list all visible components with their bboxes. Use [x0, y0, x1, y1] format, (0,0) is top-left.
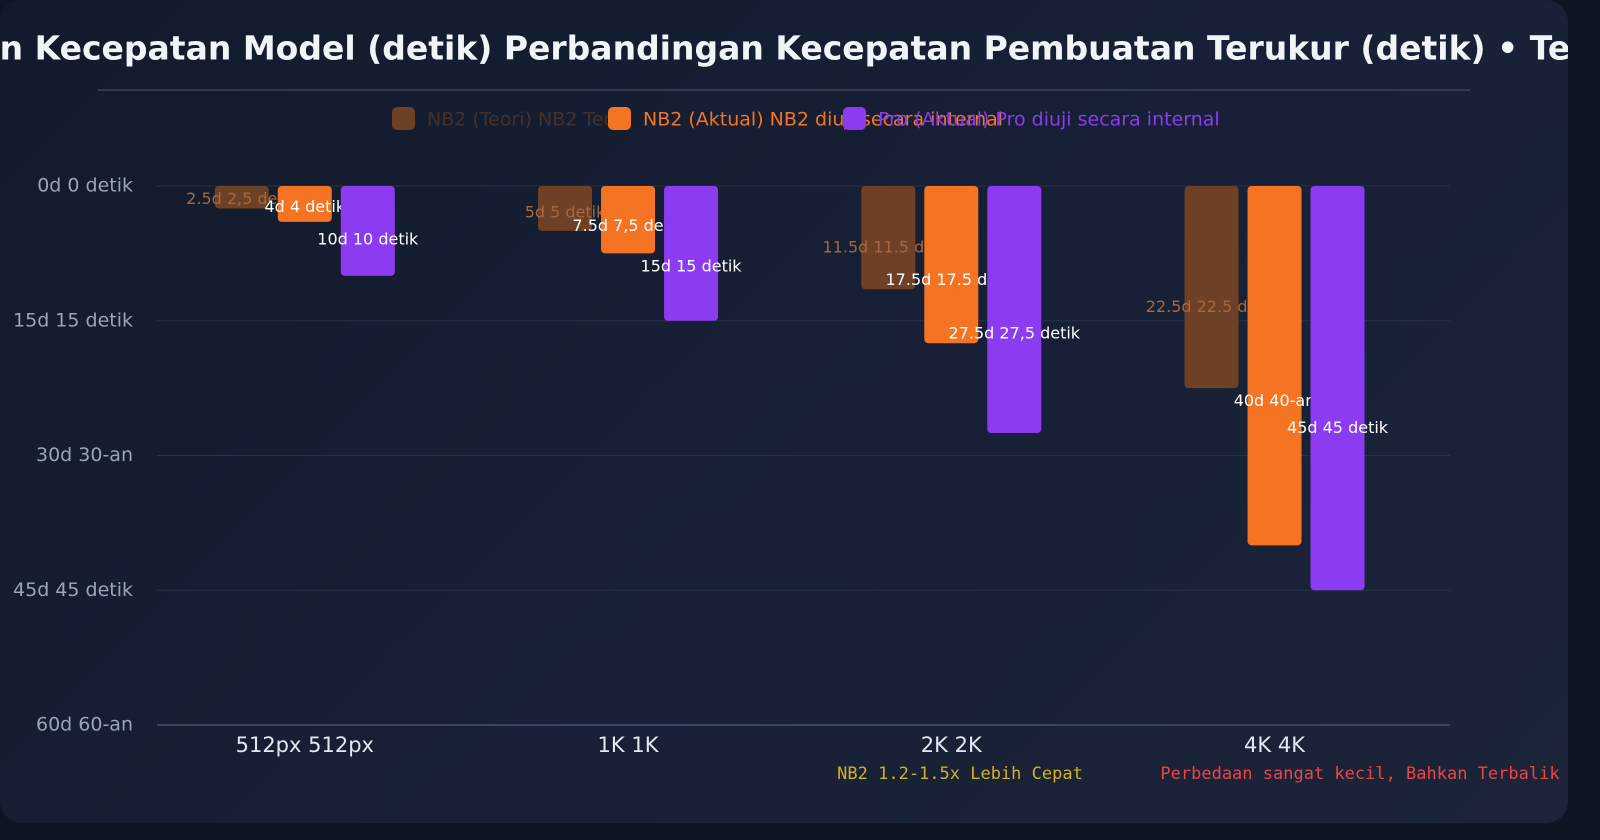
- value-label: 5d 5 detik: [525, 202, 606, 221]
- y-tick-label: 0d 0 detik: [37, 175, 133, 197]
- bar: [1184, 186, 1239, 389]
- x-tick-label: 4K 4K: [1244, 733, 1306, 757]
- value-label: 17.5d 17.5 detik: [886, 270, 1018, 289]
- note: Perbedaan sangat kecil, Bahkan Terbalik: [1160, 764, 1559, 784]
- bar: [1310, 186, 1365, 591]
- value-label: 40d 40-an: [1234, 391, 1316, 410]
- y-tick-label: 15d 15 detik: [13, 309, 133, 331]
- value-label: 22.5d 22.5 detik: [1146, 297, 1278, 316]
- value-label: 27.5d 27,5 detik: [949, 324, 1081, 343]
- legend-label: NB2 (Teori) NB2 Teori: [427, 109, 628, 131]
- legend-swatch: [608, 107, 631, 130]
- bar: [861, 186, 916, 290]
- bar: [987, 186, 1042, 434]
- bar: [664, 186, 719, 321]
- value-label: 10d 10 detik: [317, 229, 419, 248]
- bar: [214, 186, 269, 209]
- note: NB2 1.2-1.5x Lebih Cepat: [837, 764, 1083, 784]
- legend-swatch: [392, 107, 415, 130]
- y-tick-label: 30d 30-an: [36, 444, 133, 466]
- card: Perbandingan Kecepatan Model (detik) Per…: [0, 0, 1568, 823]
- chart: Perbandingan Kecepatan Model (detik) Per…: [0, 29, 1568, 785]
- bar: [924, 186, 979, 344]
- value-label: 11.5d 11.5 detik: [823, 237, 955, 256]
- chart-title: Perbandingan Kecepatan Model (detik) Per…: [0, 29, 1568, 68]
- value-label: 2.5d 2,5 detik: [186, 189, 298, 208]
- bar: [277, 186, 332, 222]
- y-tick-label: 60d 60-an: [36, 714, 133, 736]
- legend-label: Pro (Aktual) Pro diuji secara internal: [878, 109, 1220, 131]
- value-label: 15d 15 detik: [641, 256, 743, 275]
- legend-label: NB2 (Aktual) NB2 diuji secara internal: [643, 109, 1003, 131]
- x-tick-label: 2K 2K: [921, 733, 983, 757]
- value-label: 45d 45 detik: [1287, 418, 1389, 437]
- bar: [340, 186, 395, 276]
- legend-swatch: [843, 107, 866, 130]
- value-label: 7.5d 7,5 detik: [572, 216, 684, 235]
- bar: [601, 186, 656, 254]
- value-label: 4d 4 detik: [264, 197, 345, 216]
- x-tick-label: 1K 1K: [598, 733, 660, 757]
- bar: [538, 186, 593, 231]
- x-tick-label: 512px 512px: [236, 733, 374, 757]
- y-tick-label: 45d 45 detik: [13, 579, 133, 601]
- bar: [1247, 186, 1302, 546]
